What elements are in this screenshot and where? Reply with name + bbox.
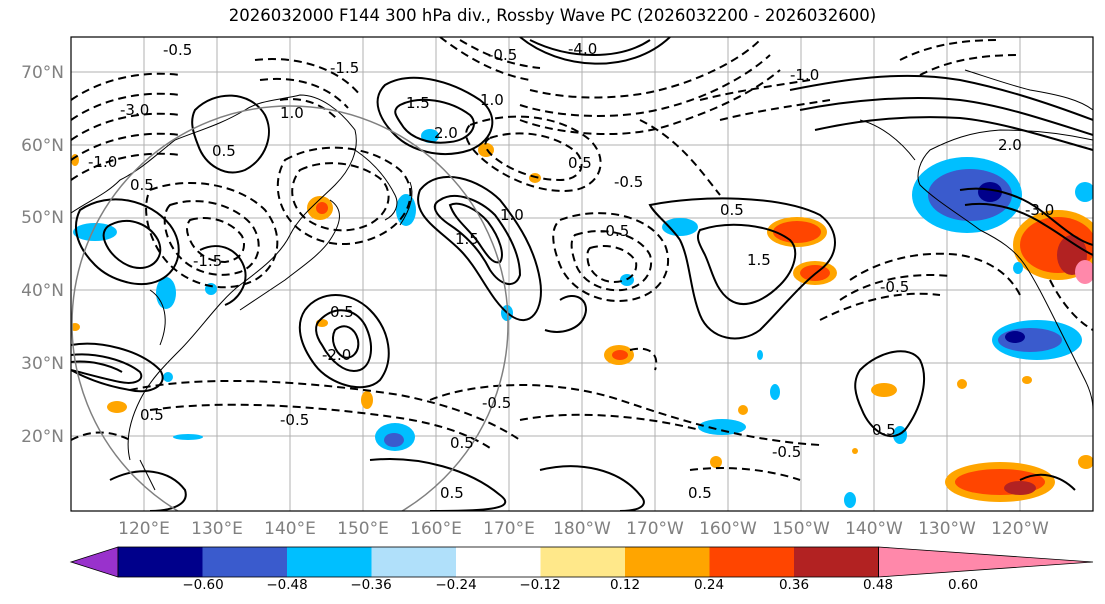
contour-label: 0.5 — [720, 201, 744, 219]
negative-contours — [71, 37, 1093, 481]
chart-title: 2026032000 F144 300 hPa div., Rossby Wav… — [228, 6, 877, 25]
colorbar-tick-label: 0.60 — [948, 577, 978, 593]
colorbar-segment — [287, 547, 372, 577]
contour-label: -3.0 — [120, 101, 149, 119]
graticule — [71, 37, 1093, 511]
contour-label: 0.5 — [330, 303, 354, 321]
rossby-wave-circle — [71, 105, 509, 511]
lon-label: 180°W — [553, 519, 611, 539]
contour-label: 2.0 — [434, 124, 458, 142]
contour-label: -0.5 — [600, 222, 629, 240]
lat-label: 40°N — [21, 281, 64, 301]
shaded-positive-anomalies — [71, 143, 1093, 502]
colorbar-tick-label: 0.48 — [863, 577, 893, 593]
lon-label: 120°W — [991, 519, 1049, 539]
contour-label: 1.0 — [500, 206, 524, 224]
longitude-labels: 120°E 130°E 140°E 150°E 160°E 170°E 180°… — [118, 519, 1049, 539]
shaded-negative-anomalies — [73, 129, 1093, 508]
lon-label: 160°E — [410, 519, 462, 539]
contour-label: 1.0 — [280, 104, 304, 122]
lon-label: 160°W — [699, 519, 757, 539]
contour-label: 0.5 — [688, 484, 712, 502]
contour-label: -0.5 — [163, 41, 192, 59]
lon-label: 150°E — [337, 519, 389, 539]
lon-label: 150°W — [772, 519, 830, 539]
lat-label: 30°N — [21, 354, 64, 374]
contour-label: -1.0 — [88, 153, 117, 171]
contour-label: 1.5 — [747, 251, 771, 269]
colorbar-segment — [625, 547, 710, 577]
colorbar-tick-label: 0.12 — [610, 577, 640, 593]
contour-label: -4.0 — [568, 40, 597, 58]
contour-label: 0.5 — [568, 154, 592, 172]
contour-label: -0.5 — [614, 173, 643, 191]
colorbar-segment — [456, 547, 541, 577]
colorbar-segment — [794, 547, 879, 577]
lon-label: 140°E — [264, 519, 316, 539]
contour-label: -0.5 — [280, 411, 309, 429]
contour-label: 1.0 — [480, 91, 504, 109]
contour-label: 0.5 — [212, 142, 236, 160]
contour-label: 0.5 — [872, 421, 896, 439]
contour-label: 0.5 — [130, 176, 154, 194]
colorbar-segment — [371, 547, 457, 577]
lon-label: 120°E — [118, 519, 170, 539]
lon-label: 170°E — [483, 519, 535, 539]
contour-label: 0.5 — [450, 434, 474, 452]
coastlines — [71, 69, 1093, 491]
colorbar-tick-label: 0.24 — [694, 577, 724, 593]
contour-label: -0.5 — [488, 46, 517, 64]
colorbar-tick-label: 0.36 — [779, 577, 809, 593]
colorbar-frame — [117, 546, 879, 578]
colorbar-extend-high — [878, 546, 1094, 578]
contour-label: 0.5 — [140, 406, 164, 424]
lat-label: 60°N — [21, 136, 64, 156]
colorbar-tick-label: −0.24 — [435, 577, 476, 593]
colorbar — [69, 546, 1094, 578]
contour-label: -0.5 — [772, 443, 801, 461]
contour-label: -1.5 — [193, 252, 222, 270]
map-frame — [70, 36, 1094, 512]
contour-label: 1.5 — [406, 94, 430, 112]
colorbar-labels: −0.60 −0.48 −0.36 −0.24 −0.12 0.12 0.24 … — [182, 577, 978, 593]
lon-label: 130°E — [191, 519, 243, 539]
colorbar-segment — [540, 547, 626, 577]
contour-label: 0.5 — [440, 484, 464, 502]
colorbar-tick-label: −0.12 — [519, 577, 560, 593]
contour-labels: -0.5 -1.5 -0.5 -4.0 -3.0 1.0 1.5 1.0 -1.… — [88, 40, 1054, 502]
lat-label: 70°N — [21, 63, 64, 83]
contour-label: -3.0 — [1025, 201, 1054, 219]
lat-label: 20°N — [21, 427, 64, 447]
colorbar-extend-low — [69, 546, 119, 578]
colorbar-tick-label: −0.60 — [182, 577, 223, 593]
colorbar-tick-label: −0.36 — [350, 577, 391, 593]
contour-label: -0.5 — [482, 394, 511, 412]
lat-label: 50°N — [21, 208, 64, 228]
colorbar-segment — [709, 547, 795, 577]
lon-label: 140°W — [845, 519, 903, 539]
contour-label: -1.0 — [790, 66, 819, 84]
contour-label: -0.5 — [880, 278, 909, 296]
contour-label: -1.5 — [330, 59, 359, 77]
colorbar-segment — [202, 547, 288, 577]
lon-label: 130°W — [918, 519, 976, 539]
contour-label: 1.5 — [455, 230, 479, 248]
lon-label: 170°W — [626, 519, 684, 539]
contour-label: 2.0 — [998, 136, 1022, 154]
contour-label: -2.0 — [322, 346, 351, 364]
colorbar-tick-label: −0.48 — [266, 577, 307, 593]
colorbar-segment — [118, 547, 203, 577]
latitude-labels: 70°N 60°N 50°N 40°N 30°N 20°N — [21, 63, 64, 447]
